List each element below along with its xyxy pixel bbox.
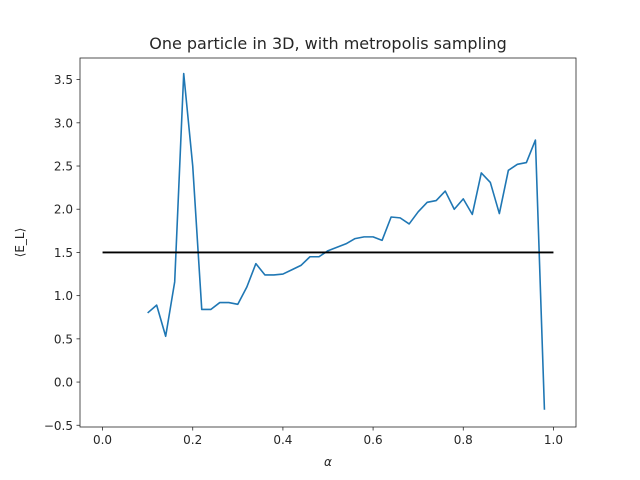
x-tick-label: 0.2 xyxy=(183,433,202,447)
chart-title: One particle in 3D, with metropolis samp… xyxy=(149,34,507,53)
x-tick-label: 1.0 xyxy=(544,433,563,447)
y-tick-label: 3.5 xyxy=(54,73,73,87)
y-tick-label: 0.0 xyxy=(54,376,73,390)
y-tick-label: 1.0 xyxy=(54,289,73,303)
y-axis-label: ⟨E_L⟩ xyxy=(13,228,27,258)
y-tick-label: 0.5 xyxy=(54,332,73,346)
x-tick-label: 0.0 xyxy=(93,433,112,447)
x-tick-label: 0.4 xyxy=(273,433,292,447)
x-tick-label: 0.6 xyxy=(364,433,383,447)
y-tick-label: 2.5 xyxy=(54,160,73,174)
y-tick-label: 3.0 xyxy=(54,116,73,130)
x-ticks: 0.0 0.2 0.4 0.6 0.8 1.0 xyxy=(93,427,563,447)
series-line-1 xyxy=(147,72,546,410)
y-tick-label: −0.5 xyxy=(44,419,73,433)
x-tick-label: 0.8 xyxy=(454,433,473,447)
y-tick-label: 2.0 xyxy=(54,203,73,217)
y-ticks: −0.5 0.0 0.5 1.0 1.5 2.0 2.5 3.0 3.5 xyxy=(44,73,80,433)
y-tick-label: 1.5 xyxy=(54,246,73,260)
axes-frame xyxy=(79,57,577,428)
series-layer xyxy=(102,72,554,410)
x-axis-label: α xyxy=(324,455,332,469)
